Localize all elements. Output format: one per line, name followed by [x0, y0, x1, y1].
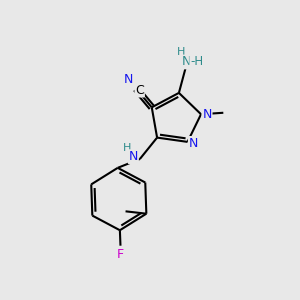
Text: N: N: [124, 73, 133, 85]
Text: N: N: [182, 56, 192, 68]
Text: -H: -H: [190, 56, 203, 68]
Text: H: H: [177, 47, 185, 57]
Text: F: F: [117, 248, 124, 261]
Text: N: N: [202, 108, 212, 121]
Text: N: N: [129, 150, 138, 163]
Text: N: N: [189, 137, 198, 150]
Text: C: C: [135, 84, 144, 97]
Text: H: H: [123, 143, 132, 153]
